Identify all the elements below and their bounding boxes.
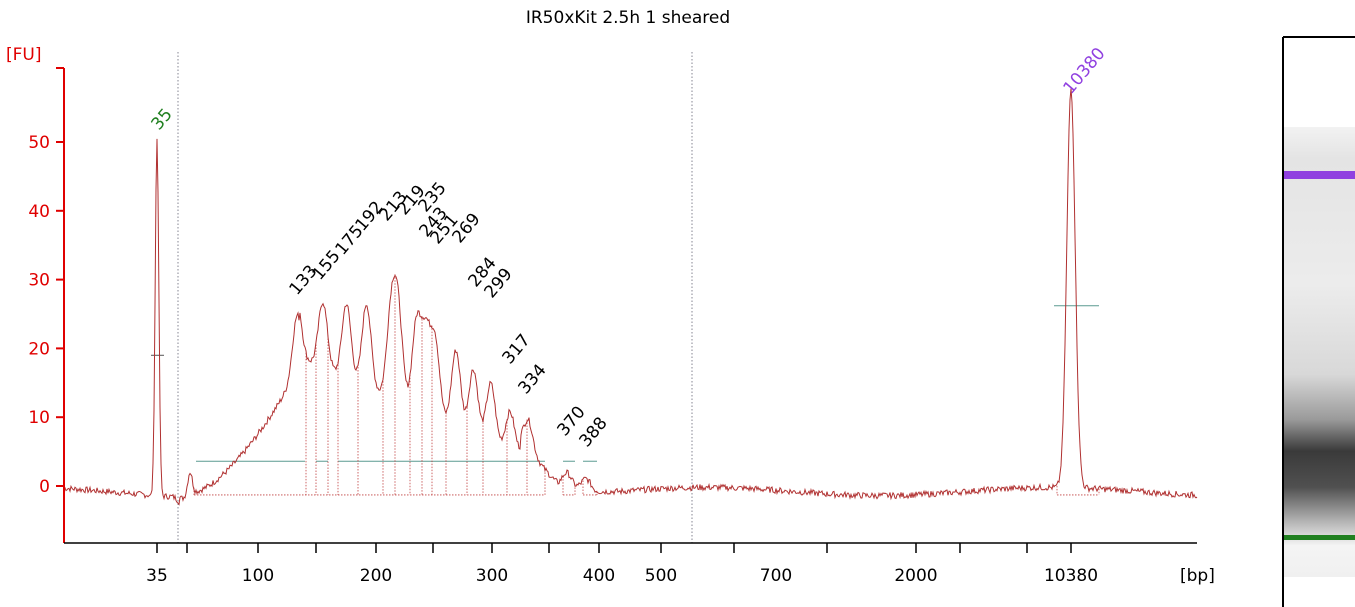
x-unit-label: [bp] xyxy=(1180,566,1215,586)
x-tick-label: 400 xyxy=(583,566,615,586)
gel-lower-marker-band xyxy=(1284,535,1355,540)
chart-title: IR50xKit 2.5h 1 sheared xyxy=(526,8,730,28)
y-tick-label: 10 xyxy=(28,408,50,428)
signal-trace xyxy=(63,88,1198,506)
gridlines xyxy=(177,52,693,543)
y-tick-label: 20 xyxy=(28,339,50,359)
peak-baselines xyxy=(151,305,1099,462)
y-tick-label: 40 xyxy=(28,202,50,222)
x-tick-label: 300 xyxy=(476,566,508,586)
gel-image xyxy=(1282,36,1355,607)
peak-label: 317 xyxy=(499,330,535,368)
gel-upper-marker-band xyxy=(1284,171,1355,179)
x-tick-label: 2000 xyxy=(894,566,937,586)
peak-drop-lines xyxy=(193,274,1100,496)
y-tick-label: 30 xyxy=(28,271,50,291)
y-tick-label: 0 xyxy=(39,477,50,497)
x-tick-label: 35 xyxy=(146,566,168,586)
y-tick-label: 50 xyxy=(28,133,50,153)
x-ticks: 35 100 200 300 400 500 700 2000 10380 xyxy=(146,543,1098,586)
x-tick-label: 200 xyxy=(360,566,392,586)
axes xyxy=(63,68,1197,544)
x-tick-label: 100 xyxy=(242,566,274,586)
marker-label: 35 xyxy=(148,105,177,134)
peak-label: 269 xyxy=(449,209,485,247)
x-tick-label: 500 xyxy=(645,566,677,586)
y-ticks: 0 10 20 30 40 50 xyxy=(28,67,64,497)
gel-lane xyxy=(1284,127,1355,577)
marker-label: 10380 xyxy=(1060,44,1110,98)
peak-labels: 1331551751922132192352432512692842993173… xyxy=(148,44,1110,451)
x-tick-label: 10380 xyxy=(1044,566,1098,586)
y-unit-label: [FU] xyxy=(6,45,42,65)
peak-label: 334 xyxy=(515,360,551,398)
x-tick-label: 700 xyxy=(760,566,792,586)
